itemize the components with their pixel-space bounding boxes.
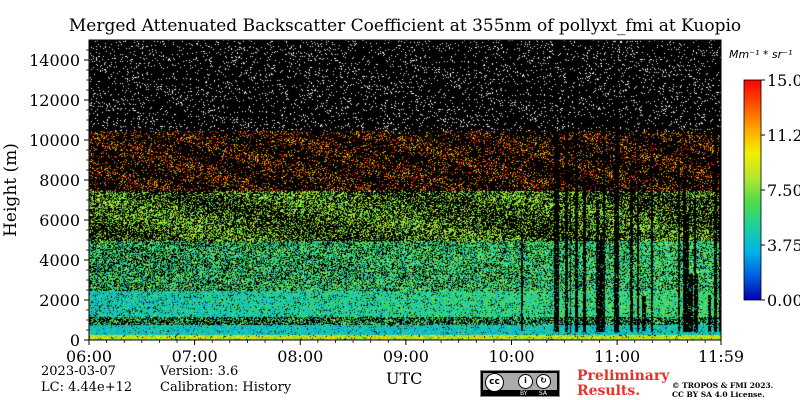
preliminary-line2: Results. — [577, 383, 641, 399]
preliminary-notice: Preliminary Results. — [577, 369, 669, 399]
colorbar-tick-label: 11.25 — [767, 126, 800, 145]
colorbar-tick-label: 15.00 — [767, 71, 800, 90]
colorbar-tick-label: 0.00 — [767, 291, 800, 310]
copyright-line2: CC BY SA 4.0 License. — [672, 390, 765, 399]
y-tick-label: 12000 — [29, 91, 80, 110]
x-tick-label: 10:00 — [488, 347, 534, 366]
cc-license-badge: cc i ↻ BY SA — [480, 370, 560, 397]
colorbar — [743, 79, 762, 301]
sa-icon: ↻ — [536, 374, 551, 389]
copyright-line1: © TROPOS & FMI 2023. — [672, 381, 774, 390]
by-label: BY — [520, 390, 528, 397]
colorbar-unit: Mm⁻¹ * sr⁻¹ — [729, 48, 793, 61]
x-tick-label: 08:00 — [277, 347, 323, 366]
preliminary-line1: Preliminary — [577, 368, 670, 384]
by-icon: i — [518, 374, 533, 389]
cc-icon: cc — [485, 373, 504, 392]
colorbar-tick-label: 3.75 — [767, 236, 800, 255]
heatmap-image — [89, 40, 721, 340]
y-tick-label: 0 — [70, 331, 80, 350]
y-tick-label: 4000 — [39, 251, 80, 270]
x-axis: 06:00 07:00 08:00 09:00 10:00 11:00 11:59 — [66, 340, 744, 366]
colorbar-tick-label: 7.50 — [767, 181, 800, 200]
sa-label: SA — [539, 390, 548, 397]
y-tick-label: 8000 — [39, 171, 80, 190]
x-tick-label: 07:00 — [172, 347, 218, 366]
date-text: 2023-03-07 — [41, 364, 116, 379]
y-tick-label: 2000 — [39, 291, 80, 310]
x-tick-label: 11:00 — [594, 347, 640, 366]
y-tick-label: 6000 — [39, 211, 80, 230]
copyright-notice: © TROPOS & FMI 2023. CC BY SA 4.0 Licens… — [672, 381, 773, 399]
y-axis: 0 2000 4000 6000 8000 10000 12000 14000 — [29, 49, 89, 350]
lc-text: LC: 4.44e+12 — [41, 380, 133, 395]
colorbar-axis: 0.00 3.75 7.50 11.25 15.00 — [761, 71, 800, 310]
calibration-text: Calibration: History — [160, 380, 292, 395]
x-tick-label: 09:00 — [383, 347, 429, 366]
version-text: Version: 3.6 — [160, 364, 239, 379]
x-axis-label: UTC — [386, 369, 423, 388]
chart-title: Merged Attenuated Backscatter Coefficien… — [68, 16, 742, 36]
x-tick-label: 11:59 — [698, 347, 744, 366]
y-tick-label: 14000 — [29, 51, 80, 70]
x-tick-label: 06:00 — [66, 347, 112, 366]
y-tick-label: 10000 — [29, 131, 80, 150]
